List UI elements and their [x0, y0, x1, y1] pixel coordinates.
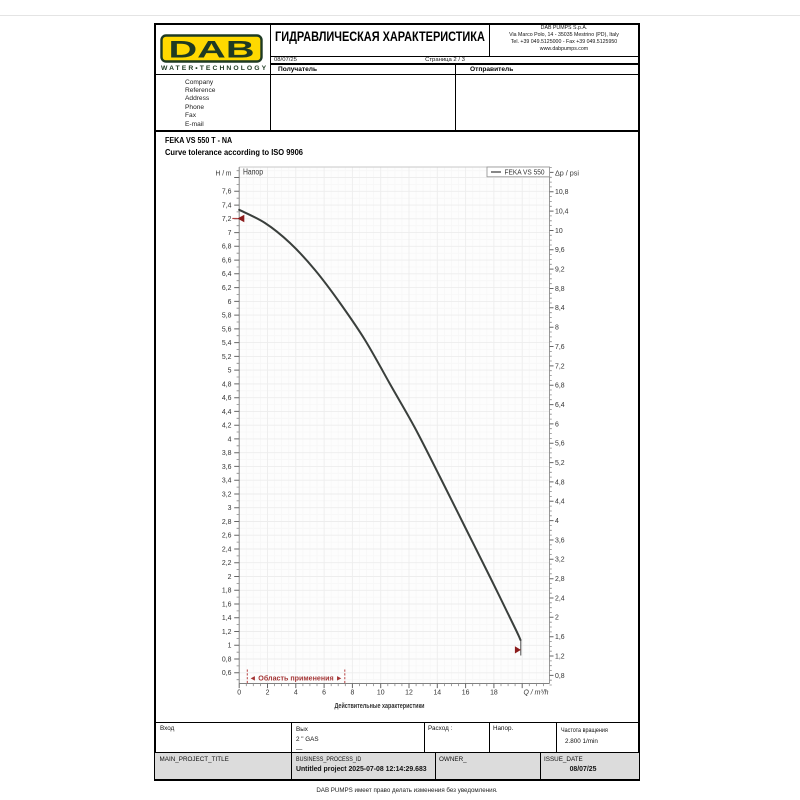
- svg-text:0,8: 0,8: [222, 656, 232, 663]
- svg-text:2,8: 2,8: [555, 576, 565, 583]
- svg-text:0,8: 0,8: [555, 673, 565, 680]
- svg-text:5,4: 5,4: [222, 340, 232, 347]
- svg-text:4: 4: [294, 690, 298, 697]
- svg-text:3,4: 3,4: [222, 478, 232, 485]
- svg-text:H / m: H / m: [216, 169, 232, 178]
- svg-text:18: 18: [490, 690, 498, 697]
- svg-text:16: 16: [462, 690, 470, 697]
- svg-text:2: 2: [228, 574, 232, 581]
- svg-text:1,6: 1,6: [555, 634, 565, 641]
- svg-text:5,6: 5,6: [222, 326, 232, 333]
- svg-text:0,6: 0,6: [222, 670, 232, 677]
- svg-text:4,4: 4,4: [222, 409, 232, 416]
- svg-text:2,6: 2,6: [222, 533, 232, 540]
- svg-text:4,6: 4,6: [222, 395, 232, 402]
- svg-text:10: 10: [555, 228, 563, 235]
- svg-text:5: 5: [228, 368, 232, 375]
- svg-text:7,6: 7,6: [222, 189, 232, 196]
- svg-text:1,2: 1,2: [555, 653, 565, 660]
- svg-text:8,4: 8,4: [555, 305, 565, 312]
- svg-text:10,8: 10,8: [555, 189, 569, 196]
- svg-text:5,6: 5,6: [555, 441, 565, 448]
- svg-text:6,4: 6,4: [555, 402, 565, 409]
- svg-text:8: 8: [350, 690, 354, 697]
- svg-text:5,2: 5,2: [555, 460, 565, 467]
- svg-text:2: 2: [555, 615, 559, 622]
- svg-text:6,8: 6,8: [555, 383, 565, 390]
- svg-text:3: 3: [228, 505, 232, 512]
- svg-text:Q / m³/h: Q / m³/h: [524, 688, 549, 697]
- svg-text:4,2: 4,2: [222, 423, 232, 430]
- svg-text:7,4: 7,4: [222, 203, 232, 210]
- svg-text:3,2: 3,2: [222, 491, 232, 498]
- svg-text:10: 10: [377, 690, 385, 697]
- svg-text:2: 2: [266, 690, 270, 697]
- svg-text:1,4: 1,4: [222, 615, 232, 622]
- svg-text:2,8: 2,8: [222, 519, 232, 526]
- svg-text:1,6: 1,6: [222, 601, 232, 608]
- svg-text:14: 14: [433, 690, 441, 697]
- svg-text:6: 6: [322, 690, 326, 697]
- svg-text:9,2: 9,2: [555, 267, 565, 274]
- svg-text:2,4: 2,4: [555, 595, 565, 602]
- svg-text:◄ Область применения ►: ◄ Область применения ►: [249, 673, 343, 682]
- svg-text:Δp / psi: Δp / psi: [555, 169, 579, 178]
- svg-text:4,8: 4,8: [222, 381, 232, 388]
- svg-text:1,2: 1,2: [222, 629, 232, 636]
- svg-text:4: 4: [228, 436, 232, 443]
- svg-text:7,2: 7,2: [555, 363, 565, 370]
- svg-text:3,8: 3,8: [222, 450, 232, 457]
- svg-text:8,8: 8,8: [555, 286, 565, 293]
- svg-text:FEKA VS 550: FEKA VS 550: [505, 168, 545, 177]
- svg-text:7,6: 7,6: [555, 344, 565, 351]
- svg-text:1: 1: [228, 643, 232, 650]
- svg-text:2,2: 2,2: [222, 560, 232, 567]
- svg-text:4,8: 4,8: [555, 479, 565, 486]
- svg-text:1,8: 1,8: [222, 588, 232, 595]
- svg-text:2,4: 2,4: [222, 546, 232, 553]
- svg-text:6,6: 6,6: [222, 258, 232, 265]
- svg-text:6,8: 6,8: [222, 244, 232, 251]
- svg-text:10,4: 10,4: [555, 209, 569, 216]
- svg-text:Действительные характеристики: Действительные характеристики: [335, 702, 425, 710]
- svg-text:3,6: 3,6: [555, 537, 565, 544]
- svg-text:12: 12: [405, 690, 413, 697]
- svg-text:3,6: 3,6: [222, 464, 232, 471]
- svg-text:3,2: 3,2: [555, 557, 565, 564]
- svg-text:6: 6: [555, 421, 559, 428]
- svg-text:6: 6: [228, 299, 232, 306]
- svg-text:5,8: 5,8: [222, 313, 232, 320]
- svg-text:7,2: 7,2: [222, 216, 232, 223]
- svg-text:6,2: 6,2: [222, 285, 232, 292]
- svg-text:0: 0: [237, 690, 241, 697]
- svg-text:8: 8: [555, 325, 559, 332]
- svg-text:4,4: 4,4: [555, 499, 565, 506]
- svg-text:9,6: 9,6: [555, 247, 565, 254]
- svg-text:6,4: 6,4: [222, 271, 232, 278]
- svg-text:4: 4: [555, 518, 559, 525]
- svg-text:5,2: 5,2: [222, 354, 232, 361]
- svg-text:Напор: Напор: [243, 168, 263, 177]
- svg-text:DAB: DAB: [169, 37, 255, 64]
- svg-text:7: 7: [228, 230, 232, 237]
